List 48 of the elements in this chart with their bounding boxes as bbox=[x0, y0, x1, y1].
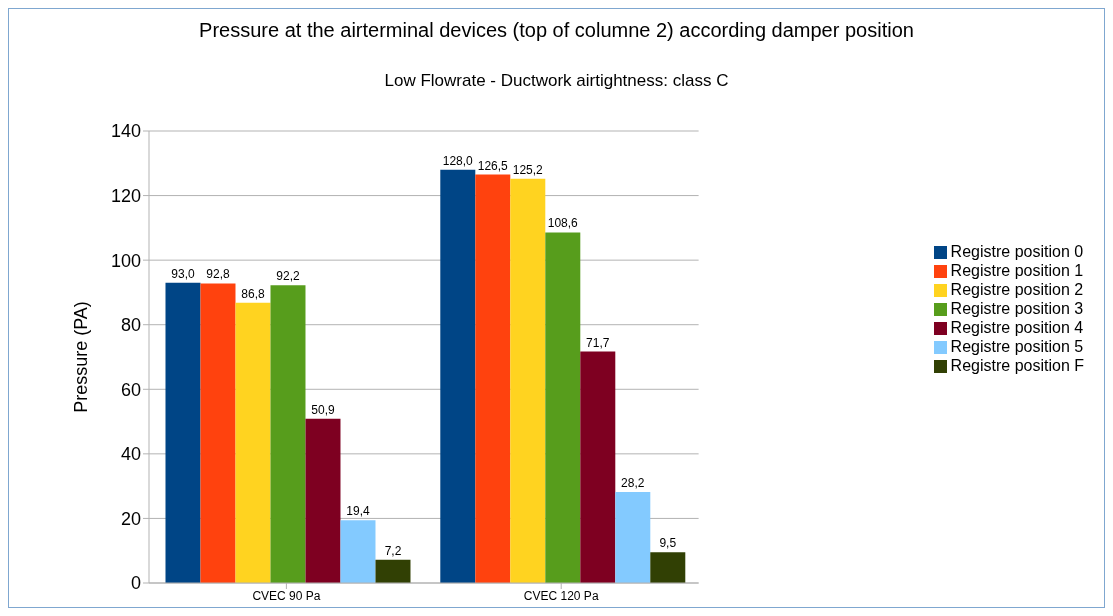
legend-label: Registre position F bbox=[950, 356, 1084, 374]
chart-title: Pressure at the airterminal devices (top of columne 2) according damper position bbox=[198, 19, 915, 42]
bar bbox=[545, 232, 581, 583]
legend-label: Registre position 4 bbox=[950, 318, 1084, 336]
data-label: 92,8 bbox=[206, 267, 230, 282]
data-label: 28,2 bbox=[621, 475, 645, 490]
bar bbox=[580, 351, 616, 583]
bar bbox=[510, 178, 546, 583]
data-label: 9,5 bbox=[659, 536, 677, 551]
y-tick-label: 40 bbox=[120, 444, 141, 465]
y-tick-label: 20 bbox=[120, 508, 141, 529]
bar bbox=[235, 302, 271, 583]
y-axis-title: Pressure (PA) bbox=[71, 301, 92, 413]
bar bbox=[440, 169, 476, 583]
data-label: 71,7 bbox=[586, 335, 610, 350]
bar bbox=[475, 174, 511, 583]
bar bbox=[270, 285, 306, 583]
legend-label: Registre position 1 bbox=[950, 261, 1084, 279]
y-tick-label: 80 bbox=[120, 315, 141, 336]
data-label: 126,5 bbox=[477, 158, 509, 173]
y-tick-label: 120 bbox=[110, 185, 141, 206]
bar bbox=[650, 552, 686, 583]
legend-label: Registre position 2 bbox=[950, 280, 1084, 298]
bar bbox=[165, 282, 201, 583]
data-label: 7,2 bbox=[384, 543, 402, 558]
data-label: 108,6 bbox=[547, 216, 579, 231]
y-tick-label: 0 bbox=[130, 573, 141, 594]
legend-label: Registre position 5 bbox=[950, 337, 1084, 355]
bar bbox=[200, 283, 236, 583]
bar bbox=[340, 520, 376, 583]
data-label: 128,0 bbox=[442, 153, 474, 168]
data-label: 86,8 bbox=[241, 286, 265, 301]
legend-label: Registre position 0 bbox=[950, 242, 1084, 260]
x-tick-label: CVEC 90 Pa bbox=[252, 588, 321, 603]
y-tick-label: 100 bbox=[110, 250, 141, 271]
bar bbox=[615, 491, 651, 583]
chart-subtitle: Low Flowrate - Ductwork airtightness: class C bbox=[383, 71, 730, 91]
data-label: 19,4 bbox=[346, 504, 370, 519]
y-tick-label: 60 bbox=[120, 379, 141, 400]
legend-label: Registre position 3 bbox=[950, 299, 1084, 317]
x-tick-label: CVEC 120 Pa bbox=[523, 588, 599, 603]
data-label: 50,9 bbox=[311, 402, 335, 417]
data-label: 93,0 bbox=[171, 266, 195, 281]
data-label: 92,2 bbox=[276, 269, 300, 284]
bar bbox=[375, 559, 411, 583]
data-label: 125,2 bbox=[512, 162, 544, 177]
y-tick-label: 140 bbox=[110, 121, 141, 142]
bar bbox=[305, 418, 341, 583]
